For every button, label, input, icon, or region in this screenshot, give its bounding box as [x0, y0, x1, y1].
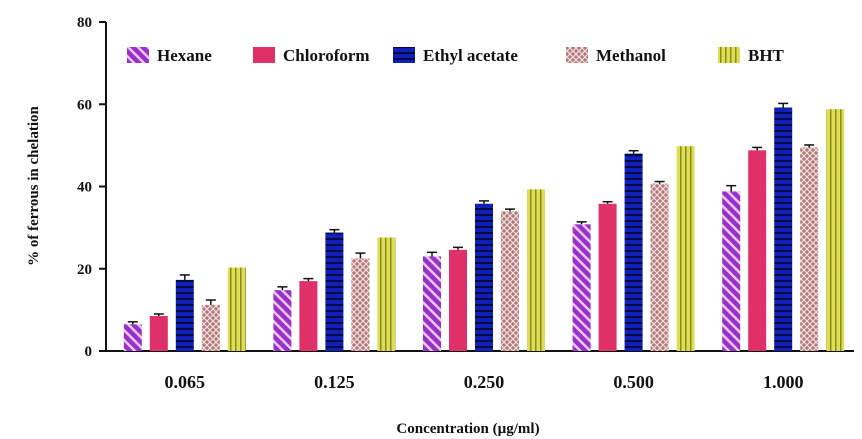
x-tick-label: 0.250: [464, 372, 505, 392]
y-ticks: 0 20 40 60 80: [77, 15, 106, 360]
bar-bht: [377, 237, 396, 351]
bar-methanol: [650, 183, 669, 351]
legend-label: BHT: [748, 46, 785, 65]
y-tick-label: 80: [77, 15, 92, 31]
bar-methanol: [351, 258, 370, 351]
legend-label: Chloroform: [283, 46, 370, 65]
y-tick-label: 20: [77, 262, 92, 278]
legend-swatch: [718, 47, 740, 63]
legend-label: Methanol: [596, 46, 666, 65]
legend-swatch: [253, 47, 275, 63]
bar-hexane: [423, 256, 441, 351]
legend-swatch: [127, 47, 149, 63]
y-tick-label: 40: [77, 180, 92, 196]
bar-bht: [676, 146, 695, 351]
bar-hexane: [123, 324, 142, 351]
bar-bht: [527, 189, 545, 351]
bar-methanol: [201, 304, 220, 351]
bar-chloroform: [748, 150, 767, 351]
bar-hexane: [722, 191, 741, 351]
legend-label: Hexane: [157, 46, 212, 65]
bar-bht: [826, 109, 845, 351]
bar-chloroform: [299, 281, 318, 351]
bar-chloroform: [449, 249, 467, 351]
legend-swatch: [566, 47, 588, 63]
bar-chloroform: [149, 316, 168, 351]
y-tick-label: 0: [85, 344, 93, 360]
x-axis-title: Concentration (µg/ml): [396, 421, 539, 437]
x-tick-label: 0.125: [314, 372, 355, 392]
bar-ethyl-acetate: [325, 232, 344, 351]
bar-chloroform: [598, 203, 617, 351]
x-ticks: 0.065 0.125 0.250 0.500 1.000: [165, 372, 804, 392]
bar-ethyl-acetate: [774, 107, 793, 351]
y-axis-title: % of ferrous in chelation: [26, 105, 42, 265]
bar-hexane: [273, 290, 292, 351]
bar-bht: [227, 267, 246, 351]
legend-swatch: [393, 47, 415, 63]
bar-ethyl-acetate: [624, 153, 643, 351]
bar-methanol: [800, 147, 819, 351]
y-tick-label: 60: [77, 97, 92, 113]
bars: [123, 102, 845, 351]
legend-label: Ethyl acetate: [423, 46, 518, 65]
x-tick-label: 1.000: [763, 372, 804, 392]
x-tick-label: 0.065: [165, 372, 206, 392]
x-tick-label: 0.500: [613, 372, 654, 392]
legend: Hexane Chloroform Ethyl acetate Methanol BHT: [127, 46, 785, 65]
bar-ethyl-acetate: [475, 203, 493, 351]
bar-ethyl-acetate: [175, 279, 194, 351]
bar-methanol: [501, 211, 519, 351]
bar-hexane: [572, 224, 591, 351]
